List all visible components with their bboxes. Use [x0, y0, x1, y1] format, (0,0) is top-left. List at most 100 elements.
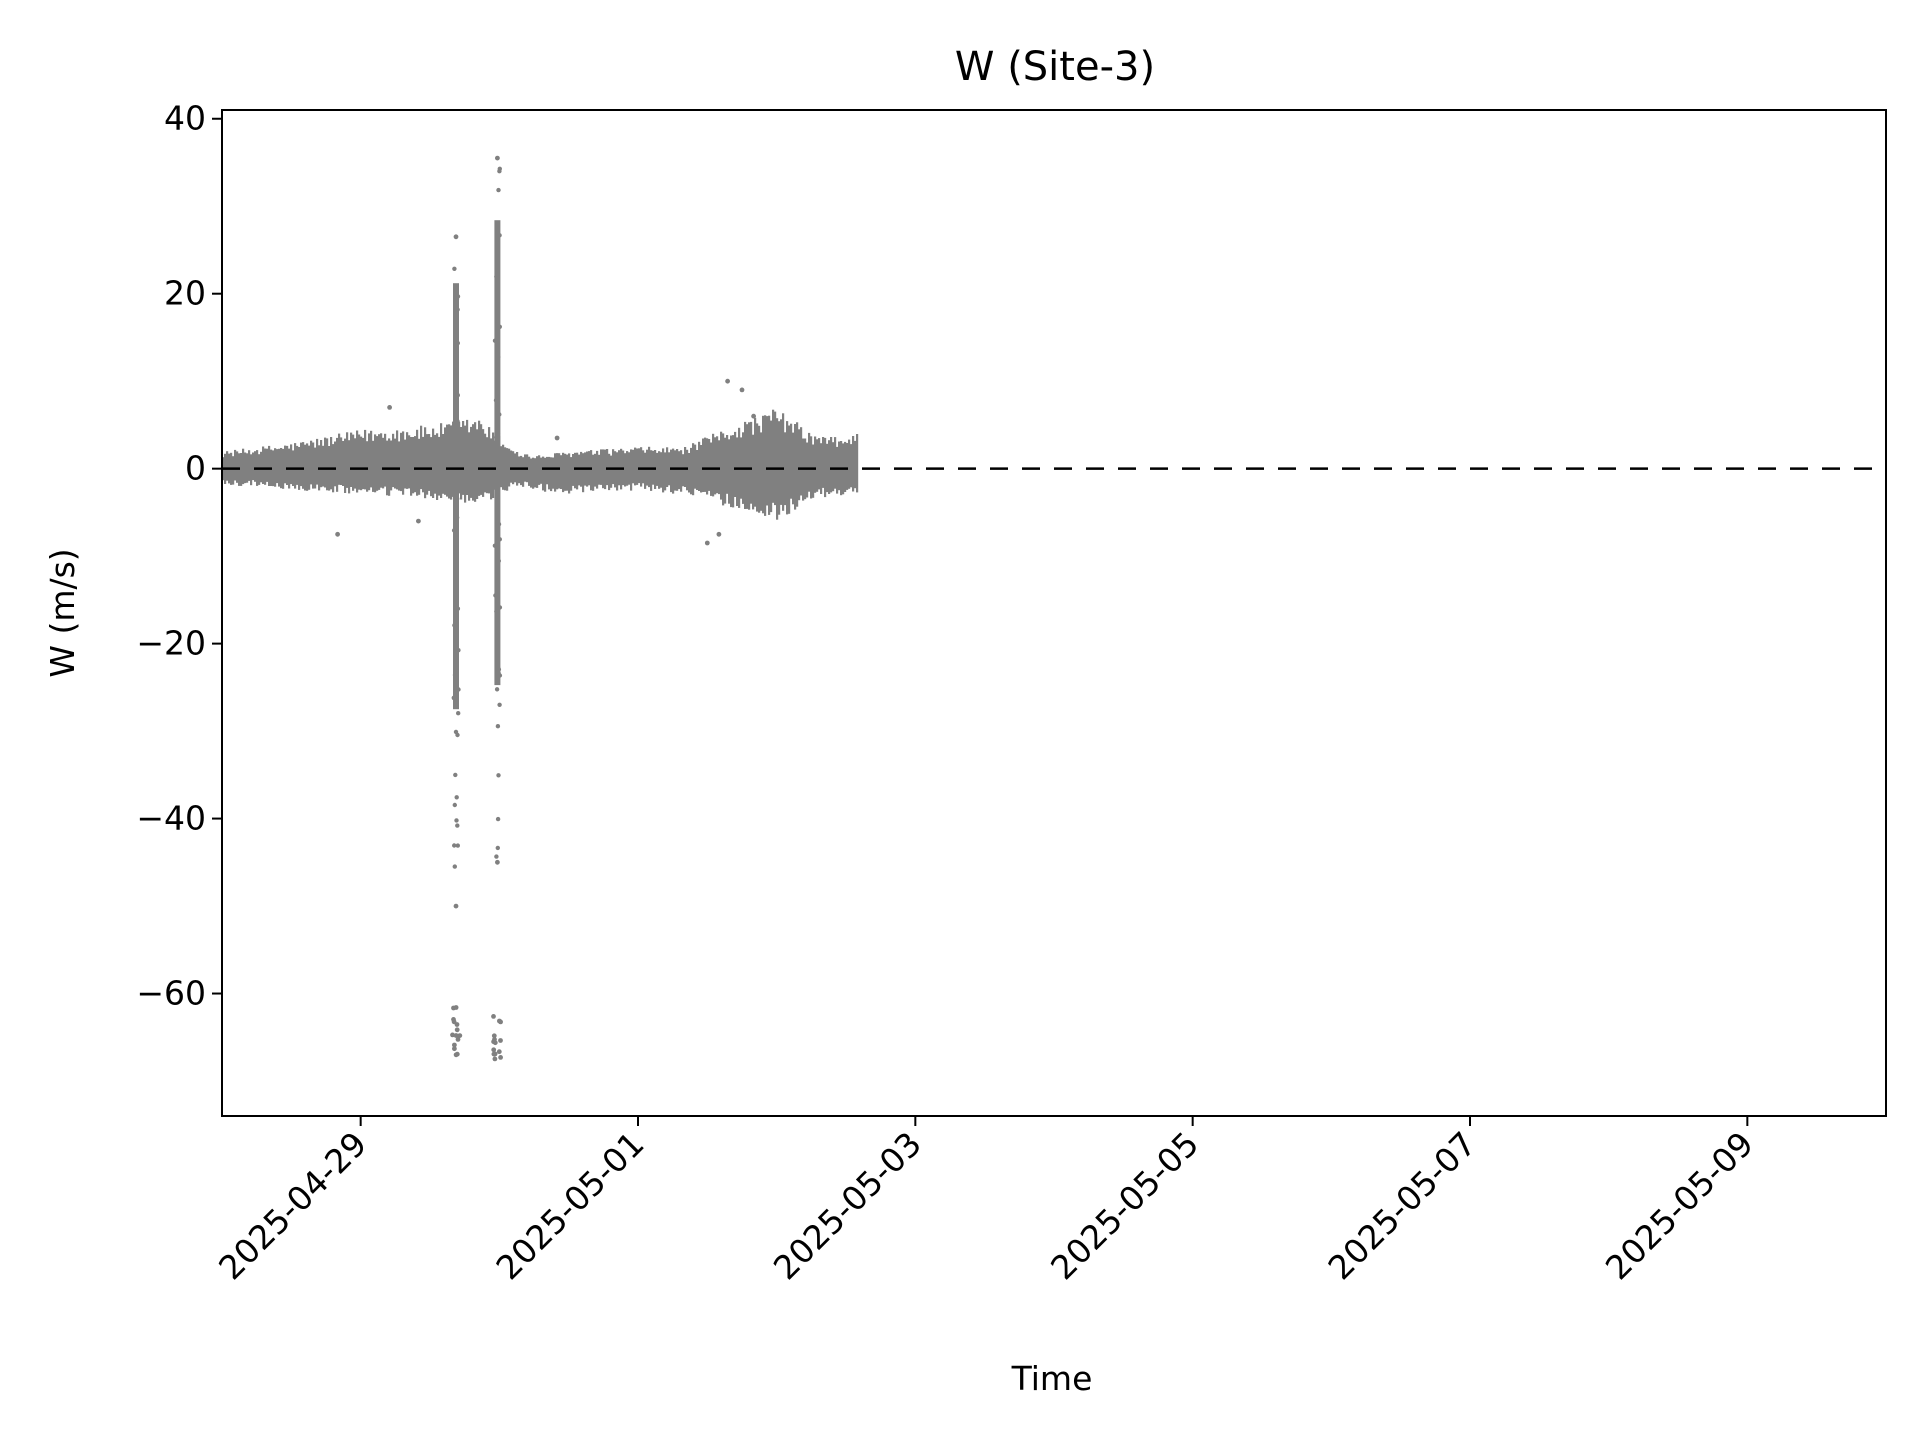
noise-strip: [702, 438, 705, 492]
noise-strip: [468, 432, 471, 501]
noise-strip: [754, 417, 757, 507]
noise-strip: [418, 438, 421, 495]
noise-strip: [472, 424, 475, 501]
y-axis-label: W (m/s): [43, 548, 82, 677]
noise-strip: [520, 455, 523, 486]
noise-strip: [280, 448, 283, 489]
spike-point: [495, 357, 500, 362]
y-axis: 40 20 0 −20 −40 −60: [136, 99, 222, 1013]
noise-strip: [626, 451, 629, 486]
plot-frame: [221, 109, 1887, 1117]
noise-strip: [522, 457, 525, 487]
noise-strip: [716, 436, 719, 494]
noise-strip: [314, 447, 317, 489]
noise-strip: [688, 453, 691, 493]
spike-core: [494, 220, 501, 686]
spike-point: [455, 486, 460, 491]
noise-strip: [602, 449, 605, 489]
noise-strip: [662, 448, 665, 493]
noise-strip: [470, 426, 473, 498]
noise-strip: [434, 434, 437, 494]
spike-point: [455, 419, 460, 424]
noise-strip: [818, 438, 821, 490]
noise-strip: [718, 440, 721, 495]
noise-strip: [304, 444, 307, 491]
spike-outlier-point: [492, 1056, 498, 1062]
noise-strip: [488, 427, 491, 494]
noise-strip: [728, 439, 731, 504]
noise-strip: [438, 436, 441, 496]
noise-strip: [816, 439, 819, 492]
spike-point: [494, 435, 499, 440]
spike-outlier-point: [451, 1019, 457, 1025]
noise-strip: [770, 420, 773, 513]
spike-point: [456, 687, 461, 692]
noise-strip: [830, 437, 833, 493]
noise-strip: [836, 446, 839, 494]
spike-outlier-point: [454, 1027, 460, 1033]
noise-strip: [246, 453, 249, 483]
noise-strip: [354, 438, 357, 489]
noise-strip: [714, 437, 717, 495]
noise-strip: [308, 445, 311, 490]
noise-strip: [448, 424, 451, 499]
spike-point: [452, 672, 458, 678]
noise-strip: [370, 430, 373, 488]
spike-max-point: [453, 234, 459, 240]
noise-strip: [658, 451, 661, 489]
noise-strip: [394, 438, 397, 489]
noise-strip: [300, 442, 303, 487]
noise-strip: [698, 441, 701, 491]
noise-strip: [390, 440, 393, 491]
noise-strip: [432, 428, 435, 498]
noise-strip: [404, 439, 407, 489]
outlier-point: [725, 378, 730, 384]
spike-point: [454, 569, 459, 574]
noise-strip: [276, 449, 279, 484]
spike-point: [455, 823, 460, 828]
noise-strip: [528, 456, 531, 486]
noise-strip: [382, 437, 385, 489]
noise-strip: [462, 421, 465, 495]
spike-point: [496, 665, 501, 671]
noise-strip: [824, 437, 827, 498]
spike-min-point: [495, 859, 500, 865]
noise-strip: [492, 432, 495, 498]
spike-point: [451, 528, 457, 533]
noise-strip: [758, 425, 761, 513]
noise-strip: [554, 453, 557, 492]
noise-strip: [416, 429, 419, 496]
spike-point: [496, 187, 501, 193]
outlier-point: [704, 540, 710, 546]
spike-point: [452, 843, 457, 848]
spike-point: [494, 627, 500, 632]
noise-strip: [316, 438, 319, 485]
spike-point: [495, 447, 501, 452]
spike-point: [454, 494, 459, 500]
noise-strip: [362, 437, 365, 490]
noise-strip: [648, 446, 651, 488]
spike-point: [495, 645, 500, 650]
noise-strip: [774, 411, 777, 506]
noise-strip: [674, 450, 677, 491]
spike-point: [452, 442, 457, 448]
noise-strip: [544, 457, 547, 492]
noise-strip: [426, 434, 429, 495]
spike-outlier-point: [497, 1018, 502, 1024]
noise-strip: [708, 439, 711, 491]
noise-strip: [712, 433, 715, 497]
spike-point: [495, 325, 500, 331]
noise-strip: [274, 448, 277, 487]
noise-strip: [340, 437, 343, 485]
noise-strip: [402, 431, 405, 495]
spike-point: [495, 845, 500, 851]
noise-strip: [826, 443, 829, 493]
noise-strip: [542, 456, 545, 491]
y-tick-label: −60: [136, 974, 206, 1013]
noise-strip: [392, 433, 395, 488]
spike-point: [494, 687, 500, 692]
spike-point: [493, 398, 499, 403]
noise-strip: [420, 425, 423, 490]
noise-strip: [272, 450, 275, 487]
